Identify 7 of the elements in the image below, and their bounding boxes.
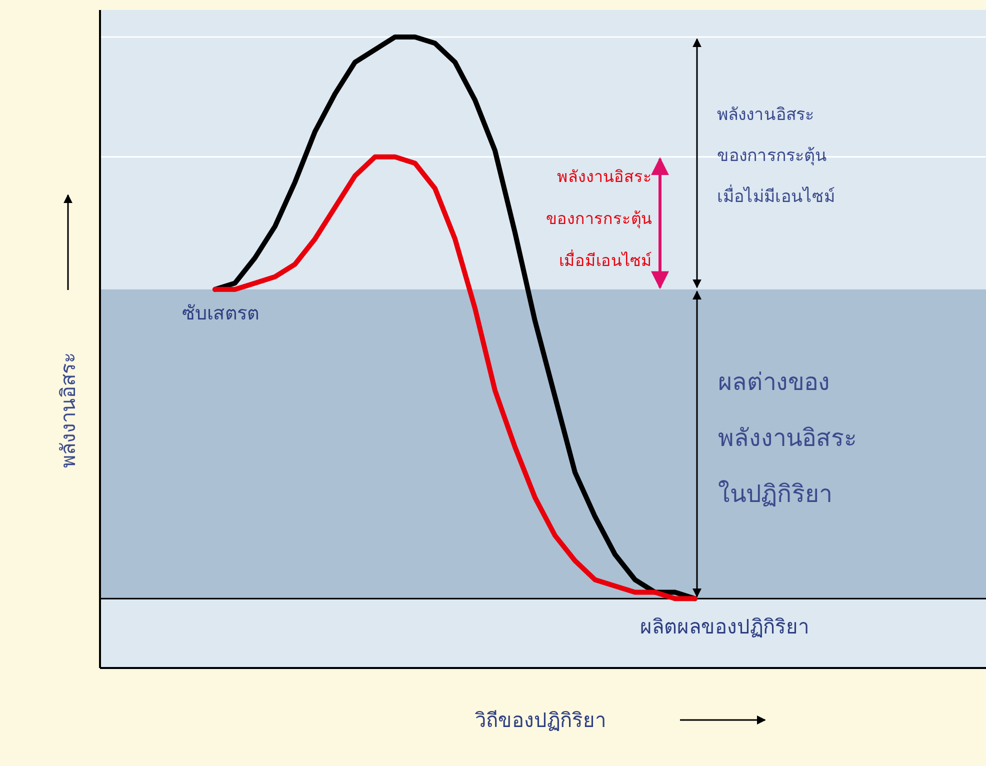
text: ผลต่างของ พลังงานอิสระ ในปฏิกิริยา bbox=[718, 368, 857, 508]
x-axis-title: วิถีของปฏิกิริยา bbox=[475, 708, 606, 732]
text: พลังงานอิสระ bbox=[56, 352, 80, 468]
text: พลังงานอิสระ ของการกระตุ้น เมื่อมีเอนไซม์ bbox=[546, 167, 652, 270]
annotation: ผลิตผลของปฏิกิริยา bbox=[640, 614, 809, 639]
text: พลังงานอิสระ ของการกระตุ้น เมื่อไม่มีเอนไซม์ bbox=[717, 105, 835, 207]
annotation: ซับเสตรต bbox=[182, 302, 259, 324]
